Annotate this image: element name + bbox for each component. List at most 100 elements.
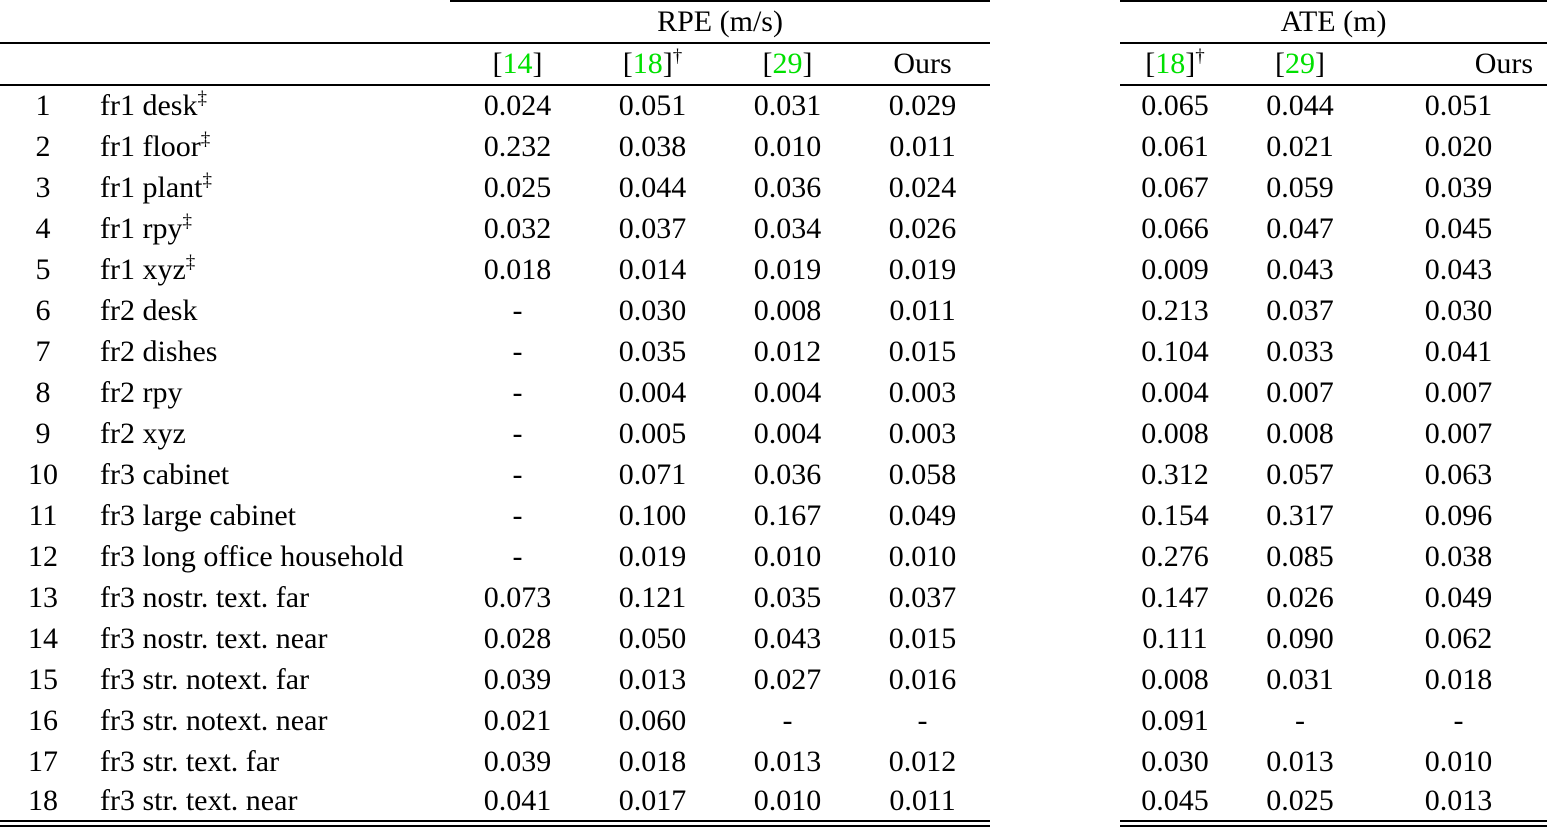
sequence-name-cell: fr3 nostr. text. near: [100, 621, 328, 655]
sequence-name-cell: fr1 plant‡: [100, 169, 212, 204]
rpe-value-cell: 0.011: [889, 129, 956, 163]
rpe-value-cell: 0.060: [618, 703, 687, 737]
table-row: 17 fr3 str. text. far 0.039 0.018 0.013 0.012: [0, 741, 990, 782]
table-row: 0.154 0.317 0.096: [1120, 495, 1547, 536]
rpe-value-cell: 0.019: [618, 539, 687, 573]
rpe-value-cell: 0.010: [753, 129, 822, 163]
ate-value-cell: 0.049: [1424, 580, 1493, 614]
row-index-cell: 11: [28, 498, 58, 532]
rpe-value-cell: 0.073: [483, 580, 552, 614]
table-row: 8 fr2 rpy - 0.004 0.004 0.003: [0, 372, 990, 413]
rpe-value-cell: 0.017: [585, 782, 720, 827]
dagger-superscript: †: [672, 46, 683, 67]
rpe-value-cell: 0.050: [618, 621, 687, 655]
rpe-value-cell: 0.043: [753, 621, 822, 655]
row-index-cell: 7: [35, 334, 51, 368]
ate-value-cell: 0.044: [1230, 84, 1371, 126]
rpe-value-cell: 0.021: [483, 703, 552, 737]
ate-col-header-ref-18: [18]†: [1120, 42, 1231, 85]
rpe-table: RPE (m/s) [14] [18]† [29] Ours 1 fr1 desk‡ 0.…: [0, 0, 991, 827]
ate-value-cell: 0.059: [1266, 170, 1334, 204]
ate-value-cell: 0.007: [1424, 375, 1493, 409]
citation-number: 18: [1155, 47, 1186, 80]
table-row: 13 fr3 nostr. text. far 0.073 0.121 0.035 0.0…: [0, 577, 990, 618]
table-row: 0.008 0.031 0.018: [1120, 659, 1547, 700]
table-row: 18 fr3 str. text. near 0.041 0.017 0.010 0.01…: [0, 782, 991, 827]
rpe-value-cell: -: [512, 416, 523, 450]
rpe-value-cell: 0.121: [618, 580, 687, 614]
row-index-cell: 12: [28, 539, 58, 573]
rpe-value-cell: 0.019: [753, 252, 822, 286]
citation-number: 18: [632, 47, 663, 80]
rpe-value-cell: 0.051: [585, 84, 720, 126]
rpe-value-cell: 0.044: [618, 170, 687, 204]
rpe-value-cell: 0.013: [753, 744, 822, 778]
rpe-value-cell: 0.010: [720, 782, 855, 827]
rpe-value-cell: 0.026: [888, 211, 957, 245]
sequence-name-cell: fr3 str. text. near: [86, 782, 450, 827]
ate-value-cell: 0.111: [1142, 621, 1208, 655]
table-row: 5 fr1 xyz‡ 0.018 0.014 0.019 0.019: [0, 249, 990, 290]
rpe-value-cell: 0.024: [450, 84, 585, 126]
table-row: 3 fr1 plant‡ 0.025 0.044 0.036 0.024: [0, 167, 990, 208]
ate-value-cell: 0.007: [1266, 375, 1334, 409]
ate-value-cell: 0.009: [1141, 252, 1209, 286]
table-row: 0.147 0.026 0.049: [1120, 577, 1547, 618]
rpe-value-cell: 0.031: [720, 84, 855, 126]
row-index-cell: 17: [28, 744, 58, 778]
ate-value-cell: 0.045: [1120, 782, 1231, 827]
table-row: 1 fr1 desk‡ 0.024 0.051 0.031 0.029: [0, 84, 991, 126]
citation-number: 14: [502, 47, 533, 80]
rpe-value-cell: 0.008: [753, 293, 822, 327]
ate-value-cell: 0.031: [1266, 662, 1334, 696]
rpe-value-cell: 0.036: [753, 170, 822, 204]
double-dagger-superscript: ‡: [197, 88, 207, 109]
row-index-cell: 9: [35, 416, 51, 450]
rpe-value-cell: 0.019: [888, 252, 957, 286]
ate-table: ATE (m) [18]† [29] Ours 0.065 0.044 0.051 0.0…: [1120, 0, 1547, 827]
rpe-value-cell: 0.004: [618, 375, 687, 409]
ate-value-cell: 0.066: [1141, 211, 1209, 245]
rpe-col-header-ours: Ours: [855, 42, 991, 85]
rpe-col-header-ref-18: [18]†: [585, 42, 720, 85]
rpe-value-cell: 0.027: [753, 662, 822, 696]
rpe-value-cell: 0.012: [888, 744, 957, 778]
table-row: 6 fr2 desk - 0.030 0.008 0.011: [0, 290, 990, 331]
ate-value-cell: 0.090: [1266, 621, 1334, 655]
ate-group-header-row: ATE (m): [1120, 0, 1547, 43]
sequence-name-cell: fr3 str. notext. near: [100, 703, 328, 737]
ate-value-cell: 0.030: [1424, 293, 1493, 327]
table-row: 4 fr1 rpy‡ 0.032 0.037 0.034 0.026: [0, 208, 990, 249]
rpe-value-cell: -: [917, 703, 928, 737]
ate-value-cell: 0.008: [1141, 416, 1209, 450]
ate-value-cell: 0.062: [1424, 621, 1493, 655]
ate-value-cell: 0.085: [1266, 539, 1334, 573]
row-index-cell: 14: [28, 621, 58, 655]
row-index-cell: 13: [28, 580, 58, 614]
table-row: 0.061 0.021 0.020: [1120, 126, 1547, 167]
ate-value-cell: 0.025: [1230, 782, 1371, 827]
rpe-value-cell: 0.035: [618, 334, 687, 368]
table-row: 0.045 0.025 0.013: [1120, 782, 1547, 827]
ate-value-cell: 0.010: [1424, 744, 1493, 778]
ate-value-cell: 0.004: [1141, 375, 1209, 409]
rpe-value-cell: 0.037: [888, 580, 957, 614]
rpe-value-cell: -: [782, 703, 793, 737]
row-index-cell: 15: [28, 662, 58, 696]
ate-value-cell: 0.051: [1370, 84, 1547, 126]
ate-value-cell: 0.021: [1266, 129, 1334, 163]
sequence-name-cell: fr3 long office household: [100, 539, 404, 573]
table-row: 7 fr2 dishes - 0.035 0.012 0.015: [0, 331, 990, 372]
rpe-value-cell: 0.025: [483, 170, 552, 204]
rpe-value-cell: 0.028: [483, 621, 552, 655]
rpe-value-cell: 0.004: [753, 375, 822, 409]
ate-value-cell: 0.041: [1424, 334, 1493, 368]
table-row: 0.111 0.090 0.062: [1120, 618, 1547, 659]
rpe-value-cell: 0.004: [753, 416, 822, 450]
rpe-value-cell: 0.029: [855, 84, 991, 126]
rpe-value-cell: -: [512, 293, 523, 327]
rpe-value-cell: 0.018: [618, 744, 687, 778]
dagger-superscript: †: [1195, 46, 1205, 67]
table-row: 9 fr2 xyz - 0.005 0.004 0.003: [0, 413, 990, 454]
sequence-name-cell: fr3 str. text. far: [100, 744, 280, 778]
